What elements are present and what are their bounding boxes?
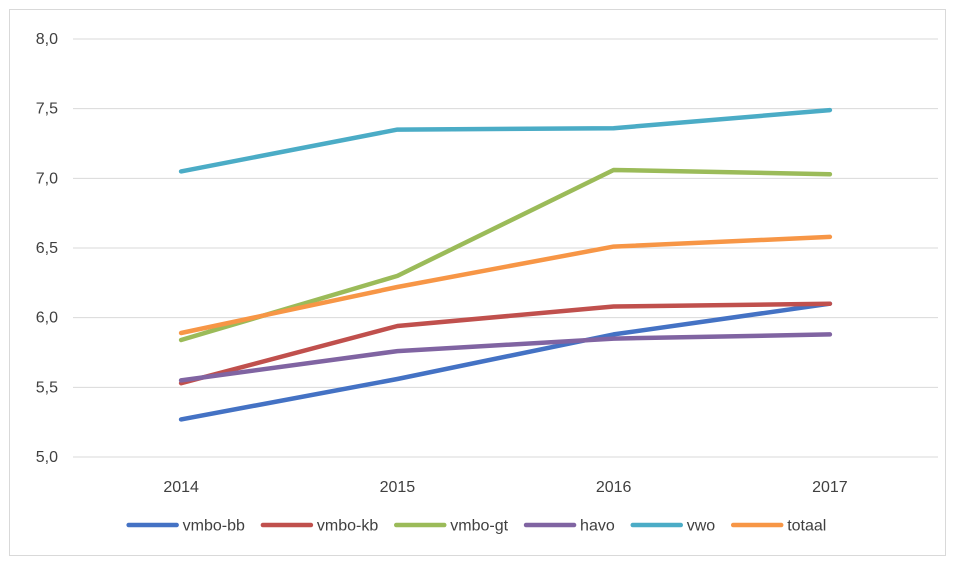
x-tick-label: 2016 [596, 479, 632, 496]
gridlines [73, 38, 938, 458]
x-axis-tick-labels: 2014 2015 2016 2017 [163, 479, 847, 496]
legend-label: vwo [687, 518, 716, 535]
y-tick-label: 6,0 [36, 310, 58, 327]
y-tick-label: 5,5 [36, 379, 58, 396]
y-tick-label: 7,0 [36, 170, 58, 187]
y-tick-label: 5,0 [36, 449, 58, 466]
legend: vmbo-bb vmbo-kb vmbo-gt havo vwo totaal [126, 518, 826, 535]
y-tick-label: 6,5 [36, 240, 58, 257]
legend-item-vmbo-gt: vmbo-gt [394, 518, 509, 535]
series-line-totaal [178, 234, 833, 336]
legend-label: vmbo-kb [317, 518, 378, 535]
series-line-vmbo-kb [178, 301, 833, 386]
legend-label: totaal [787, 518, 826, 535]
x-tick-label: 2017 [812, 479, 848, 496]
chart-frame: 5,0 5,5 6,0 6,5 7,0 7,5 8,0 2014 2015 2016 2017 v… [9, 9, 946, 556]
x-tick-label: 2015 [380, 479, 416, 496]
legend-item-totaal: totaal [730, 518, 826, 535]
x-tick-label: 2014 [163, 479, 199, 496]
y-tick-label: 7,5 [36, 101, 58, 118]
legend-item-vmbo-kb: vmbo-kb [260, 518, 378, 535]
line-chart: 5,0 5,5 6,0 6,5 7,0 7,5 8,0 2014 2015 2016 2017 v… [36, 31, 938, 535]
legend-label: vmbo-gt [450, 518, 508, 535]
legend-label: havo [580, 518, 615, 535]
legend-item-havo: havo [523, 518, 615, 535]
legend-label: vmbo-bb [183, 518, 245, 535]
y-axis-tick-labels: 5,0 5,5 6,0 6,5 7,0 7,5 8,0 [36, 31, 58, 466]
legend-item-vwo: vwo [630, 518, 716, 535]
series-line-vmbo-bb [178, 301, 833, 422]
series-line-vwo [178, 107, 833, 174]
legend-item-vmbo-bb: vmbo-bb [126, 518, 245, 535]
y-tick-label: 8,0 [36, 31, 58, 48]
series-line-havo [178, 332, 833, 383]
series-lines [178, 107, 833, 422]
